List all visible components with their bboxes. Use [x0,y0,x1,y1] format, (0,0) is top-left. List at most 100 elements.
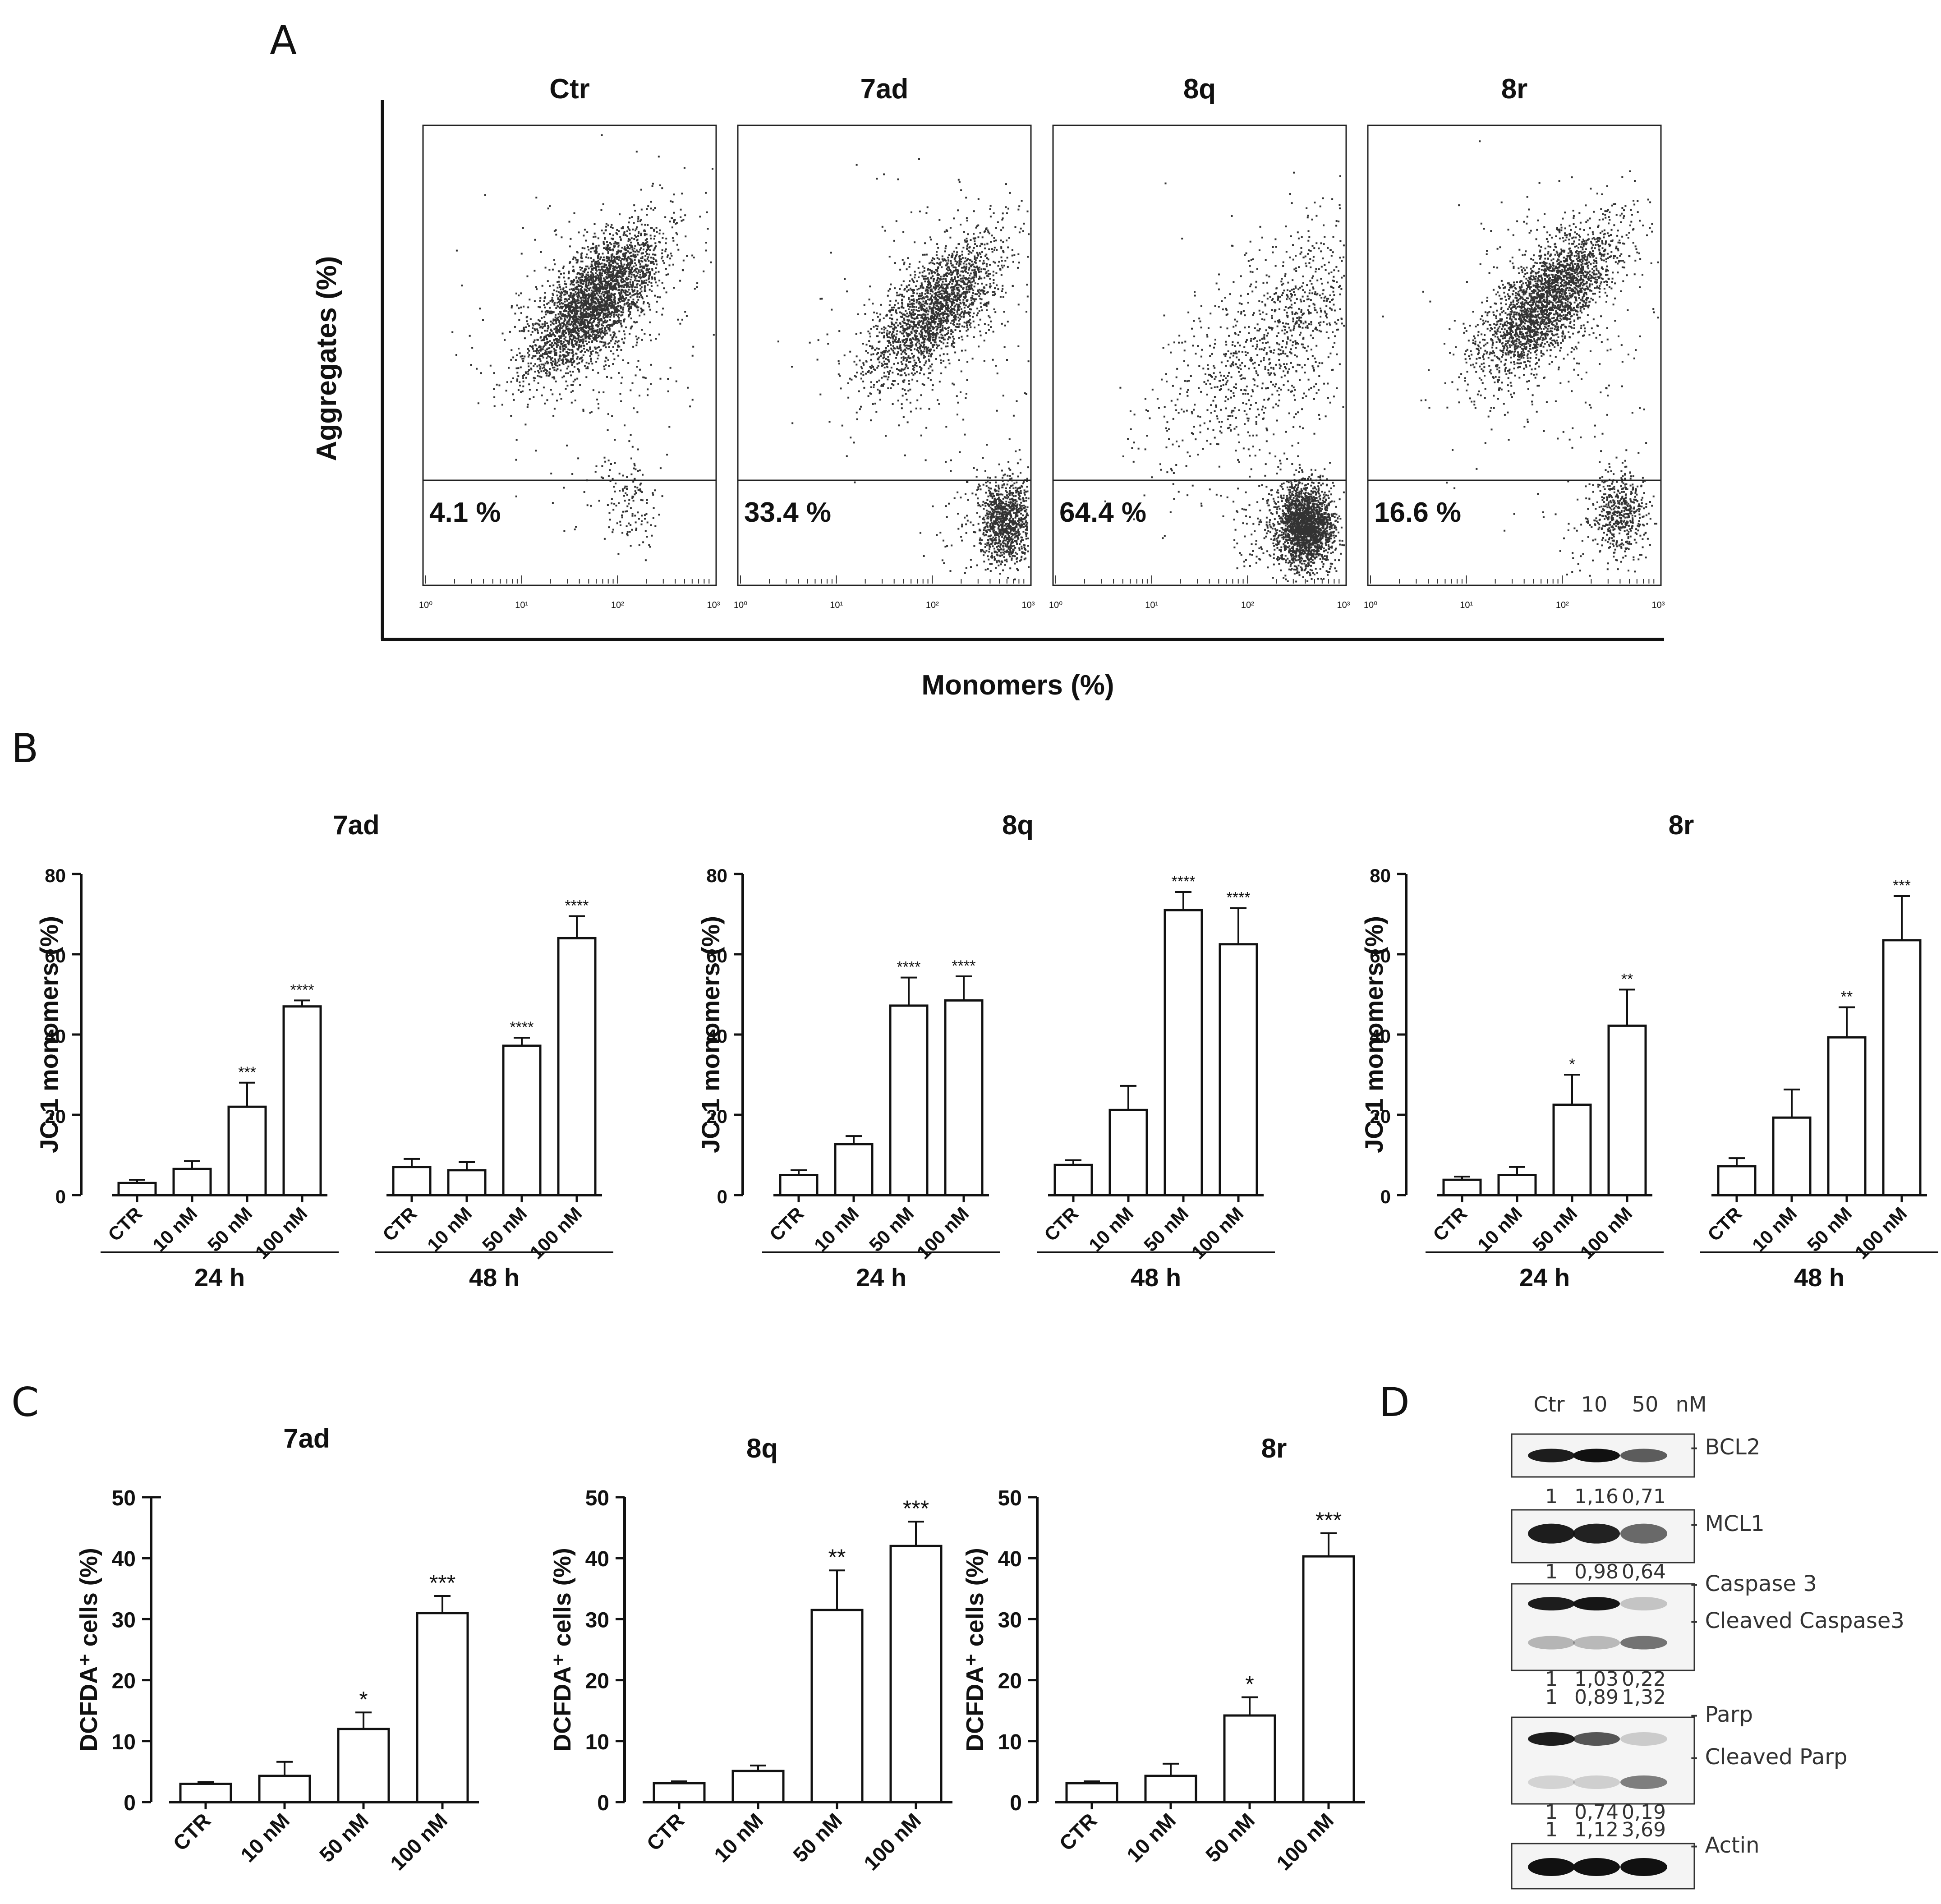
bar-50-nM [889,1004,929,1196]
x-tick-label: 100 nM [1850,1203,1911,1263]
band [1528,1449,1575,1462]
x-tick-label: 50 nM [478,1203,531,1256]
chart-title: 8r [1261,1433,1287,1463]
x-tick-label: CTR [1703,1203,1746,1245]
quant-value: 1 [1545,1485,1558,1508]
quant-value: 0,98 [1574,1560,1619,1583]
y-tick-label: 30 [112,1608,136,1632]
x-tick-label: 50 nM [788,1808,846,1867]
x-tick-label: 10⁰ [419,600,432,610]
quant-value: 0,19 [1622,1801,1666,1824]
bar-10-nM [1144,1775,1197,1803]
dot-cloud-8r [1382,140,1659,577]
x-tick-label: 100 nM [1187,1203,1247,1263]
significance-label: ** [1841,988,1853,1005]
blot-label: - MCL1 [1690,1511,1765,1536]
blot-bcl2: - BCL2 1 1,16 0,71 [1511,1433,1760,1508]
band [1620,1775,1667,1789]
significance-label: **** [565,897,589,914]
y-axis-label: JC-1 monomers (%) [696,916,725,1153]
significance-label: * [1245,1671,1254,1697]
panel-letter-a: A [270,17,297,64]
dot-cloud-8q [1104,171,1345,583]
significance-label: * [359,1687,368,1712]
blot-label: - Actin [1690,1833,1760,1858]
significance-label: **** [897,959,921,976]
bar-50-nM [502,1044,542,1196]
x-tick-label: 10 nM [148,1203,201,1256]
x-tick-label: 10³ [1337,600,1350,610]
x-tick-label: 10 nM [709,1808,768,1867]
y-tick-label: 40 [585,1547,609,1571]
blot-frame [1511,1583,1695,1671]
quant-value: 1,16 [1574,1485,1619,1508]
y-tick-label: 10 [998,1730,1022,1754]
chart-title: 8q [746,1433,778,1463]
blot-mcl1: - MCL1 1 0,98 0,64 [1511,1509,1765,1583]
y-axis-label: JC-1 monomers (%) [35,916,63,1153]
significance-label: * [1569,1056,1575,1073]
x-tick-label: 50 nM [1201,1808,1259,1867]
y-axis-label: DCFDA⁺ cells (%) [75,1548,102,1752]
bar-50-nM [1223,1714,1276,1803]
bar-CTR [653,1782,706,1803]
bar-100-nM [416,1612,469,1803]
gate-label-Ctr: 4.1 % [429,497,501,528]
bar-100-nM [1302,1555,1355,1803]
quant-value: 0,22 [1622,1668,1666,1691]
band [1573,1636,1620,1650]
x-tick-label: 10² [926,600,939,610]
group-label: 24 h [856,1263,906,1292]
band [1573,1597,1620,1611]
x-ticks-Ctr: 10⁰ 10¹ 10² 10³ [419,575,720,610]
wb-header-ctr: Ctr [1533,1392,1564,1417]
x-tick-label: 10¹ [1145,600,1158,610]
bar-50-nM [227,1105,267,1196]
x-tick-label: 10⁰ [1364,600,1377,610]
band [1528,1775,1575,1789]
y-tick-label: 80 [45,865,66,886]
quant-value: 1,03 [1574,1668,1619,1691]
bar-100-nM [282,1005,322,1196]
quant-value: 1,32 [1622,1686,1666,1709]
bar-10-nM [834,1143,874,1196]
bar-10-nM [1772,1116,1812,1196]
x-tick-label: CTR [1429,1203,1471,1245]
group-label: 48 h [469,1263,520,1292]
blot-label: - Parp [1690,1702,1753,1727]
gate-label-8q: 64.4 % [1059,497,1146,528]
bar-10-nM [447,1169,487,1196]
x-tick-label: CTR [378,1203,421,1245]
y-tick-label: 60 [706,945,727,966]
bar-50-nM [1552,1104,1592,1196]
x-tick-label: CTR [642,1808,689,1855]
y-tick-label: 40 [1370,1026,1391,1047]
band [1528,1636,1575,1650]
x-ticks-7ad: 10⁰ 10¹ 10² 10³ [734,575,1035,610]
bar-10-nM [172,1168,212,1196]
bar-50-nM [1827,1036,1867,1196]
band [1573,1449,1620,1462]
plot-title-7ad: 7ad [860,74,909,105]
quant-value: 1 [1545,1668,1558,1691]
y-tick-label: 40 [45,1026,66,1047]
quant-value: 0,71 [1622,1485,1666,1508]
y-tick-label: 40 [112,1547,136,1571]
y-tick-label: 0 [55,1186,66,1207]
wb-header-10: 10 [1581,1392,1608,1417]
bar-CTR [1717,1165,1757,1196]
x-tick-label: 10³ [707,600,720,610]
bar-100-nM [944,999,984,1196]
bar-100-nM [889,1545,943,1803]
group-label: 48 h [1131,1263,1181,1292]
quant-value: 1 [1545,1801,1558,1824]
band [1620,1597,1667,1611]
axis-label-aggregates: Aggregates (%) [311,256,342,461]
plot-title-Ctr: Ctr [549,74,590,105]
x-tick-label: 10² [1241,600,1254,610]
bar-100-nM [557,937,597,1196]
chart-title: 8q [1002,810,1034,840]
plot-frame-Ctr [422,124,717,586]
